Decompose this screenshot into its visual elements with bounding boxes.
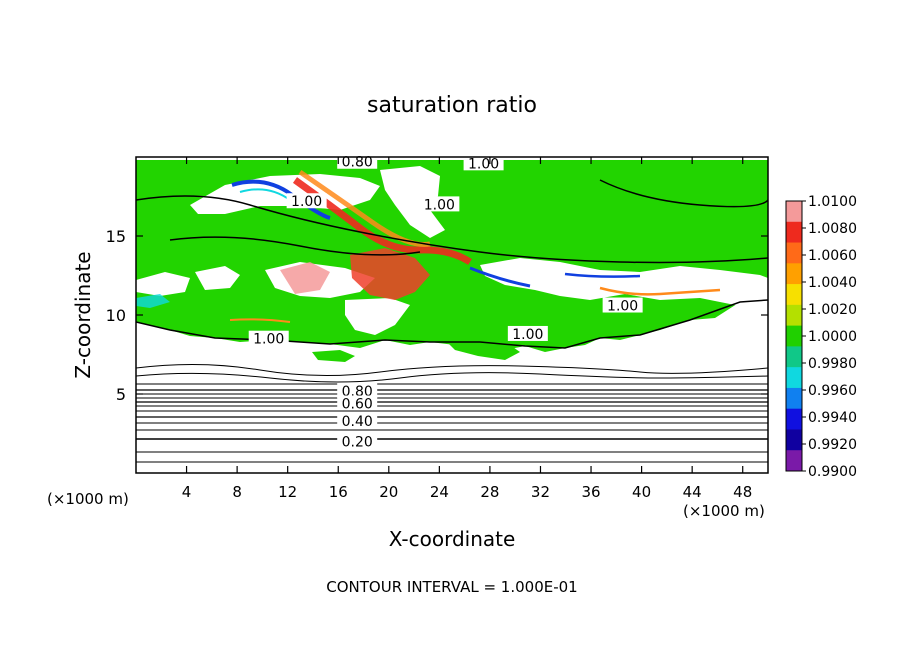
red-streak — [292, 177, 472, 265]
contour-label-box — [507, 325, 548, 341]
cyan-patch — [136, 294, 170, 308]
blue-streak — [564, 272, 641, 278]
colorbar-label: 0.9980 — [808, 356, 857, 372]
contour-label-box — [337, 412, 378, 428]
x-tick-label: 32 — [531, 483, 550, 501]
contour-label-box — [337, 382, 378, 398]
contour-label-box — [419, 196, 460, 212]
colorbar-label: 1.0000 — [808, 329, 857, 345]
y-tick-label: 5 — [116, 385, 126, 404]
contour-label-box — [337, 433, 378, 449]
colorbar-swatch — [786, 284, 802, 306]
contour-label-box — [286, 193, 327, 209]
colorbar-swatch — [786, 367, 802, 389]
colorbar-label: 0.9900 — [808, 464, 857, 480]
x-tick-label: 24 — [430, 483, 449, 501]
white-region — [136, 272, 190, 296]
colorbar-label: 1.0040 — [808, 275, 857, 291]
orange-edge — [599, 286, 721, 296]
contour-label: 1.00 — [253, 332, 284, 348]
colorbar-swatch — [786, 387, 802, 410]
x-tick-label: 36 — [581, 483, 600, 501]
colorbar-swatch — [786, 221, 802, 244]
x-tick-label: 48 — [733, 483, 752, 501]
y-tick-label: 10 — [106, 306, 126, 325]
white-region — [345, 298, 410, 335]
colorbar-label: 0.9960 — [808, 383, 857, 399]
red-patch — [350, 248, 430, 300]
cloud-edge-contours — [136, 179, 768, 349]
y-tick-label: 15 — [106, 227, 126, 246]
colorbar-label: 0.9920 — [808, 437, 857, 453]
white-region — [380, 166, 445, 238]
white-region — [195, 266, 240, 290]
x-axis: 4 8 12 16 20 24 28 32 36 40 44 48 — [182, 157, 752, 501]
contour-label: 1.00 — [291, 194, 322, 210]
contour-label: 0.20 — [342, 434, 373, 450]
colorbar-swatch — [786, 263, 802, 285]
orange-edge — [229, 318, 291, 323]
contour-label-box — [248, 330, 289, 346]
colorbar-label: 1.0080 — [808, 221, 857, 237]
cyan-streak — [239, 188, 291, 201]
contour-label-box — [463, 155, 504, 171]
white-region — [480, 258, 768, 305]
contour-label: 1.00 — [424, 197, 455, 213]
contour-interval-note: CONTOUR INTERVAL = 1.000E-01 — [326, 578, 577, 596]
x-tick-label: 44 — [683, 483, 702, 501]
x-tick-label: 12 — [278, 483, 297, 501]
contour-label-box — [337, 395, 378, 411]
contour-label: 1.00 — [468, 156, 499, 172]
x-tick-label: 20 — [379, 483, 398, 501]
colorbar-label: 1.0060 — [808, 248, 857, 264]
contour-label: 1.00 — [512, 327, 543, 343]
colorbar-label: 1.0100 — [808, 194, 857, 210]
x-tick-label: 8 — [232, 483, 242, 501]
x-tick-label: 28 — [480, 483, 499, 501]
green-patch-low — [312, 350, 355, 362]
contour-label: 1.00 — [607, 299, 638, 315]
contour-label: 0.40 — [342, 414, 373, 430]
orange-streak — [298, 169, 431, 248]
x-tick-label: 16 — [329, 483, 348, 501]
colorbar-swatch — [786, 429, 802, 451]
contour-label: 0.60 — [342, 396, 373, 412]
green-patch-mid — [440, 330, 520, 360]
colorbar-swatch — [786, 304, 802, 327]
colorbar-label: 1.0020 — [808, 302, 857, 318]
colorbar-swatch — [786, 346, 802, 368]
colorbar-swatch — [786, 408, 802, 430]
lower-contours — [136, 363, 768, 463]
contour-label-box — [602, 297, 643, 313]
y-axis: 5 10 15 — [106, 227, 768, 404]
y-axis-label: Z-coordinate — [71, 251, 95, 378]
colorbar-swatch — [786, 201, 802, 223]
colorbar-swatch — [786, 242, 802, 264]
contour-labels: 0.80 1.001.00 1.001.001.00 1.000.800.600.40… — [248, 153, 643, 450]
x-axis-label: X-coordinate — [389, 527, 516, 551]
x-tick-label: 4 — [182, 483, 192, 501]
x-tick-label: 40 — [632, 483, 651, 501]
chart-title: saturation ratio — [367, 93, 537, 118]
pink-patch — [280, 262, 330, 294]
contour-label: 0.80 — [342, 155, 373, 171]
colorbar-label: 0.9940 — [808, 410, 857, 426]
x-unit-right: (×1000 m) — [683, 502, 765, 520]
colorbar: 1.0100 1.0080 1.0060 1.0040 1.0020 1.0000 0.99… — [785, 194, 857, 480]
colorbar-swatch — [786, 325, 802, 347]
blue-streak — [469, 266, 531, 288]
x-unit-left: (×1000 m) — [47, 490, 129, 508]
colorbar-swatch — [786, 450, 802, 472]
